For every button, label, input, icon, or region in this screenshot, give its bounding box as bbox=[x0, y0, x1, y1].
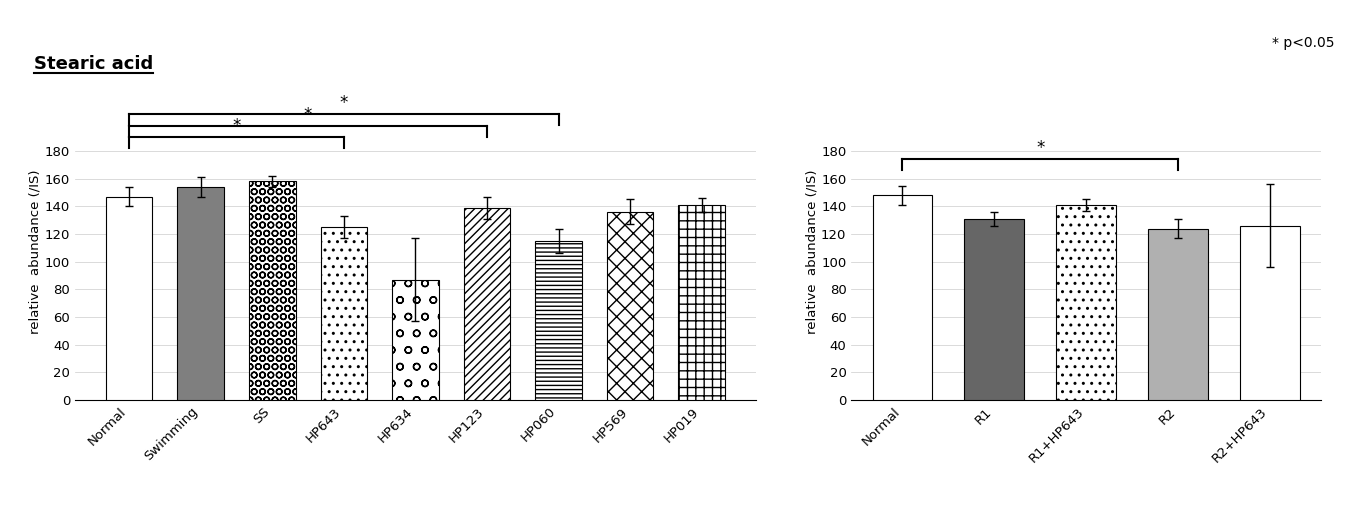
Bar bbox=[177, 187, 223, 400]
Bar bbox=[873, 195, 933, 400]
Bar bbox=[320, 227, 368, 400]
Bar bbox=[1239, 226, 1299, 400]
Text: *: * bbox=[339, 93, 349, 112]
Y-axis label: relative  abundance (/IS): relative abundance (/IS) bbox=[805, 169, 819, 333]
Y-axis label: relative  abundance (/IS): relative abundance (/IS) bbox=[29, 169, 42, 333]
Text: Stearic acid: Stearic acid bbox=[34, 55, 154, 73]
Bar bbox=[535, 241, 582, 400]
Text: *: * bbox=[304, 106, 312, 124]
Bar bbox=[607, 212, 654, 400]
Bar bbox=[1148, 228, 1208, 400]
Bar bbox=[678, 205, 725, 400]
Bar bbox=[463, 208, 511, 400]
Text: * p<0.05: * p<0.05 bbox=[1272, 36, 1335, 50]
Bar bbox=[392, 280, 439, 400]
Text: *: * bbox=[1036, 139, 1045, 157]
Bar bbox=[106, 196, 153, 400]
Bar bbox=[964, 219, 1024, 400]
Bar bbox=[249, 182, 296, 400]
Bar bbox=[1057, 205, 1115, 400]
Text: *: * bbox=[233, 117, 241, 135]
